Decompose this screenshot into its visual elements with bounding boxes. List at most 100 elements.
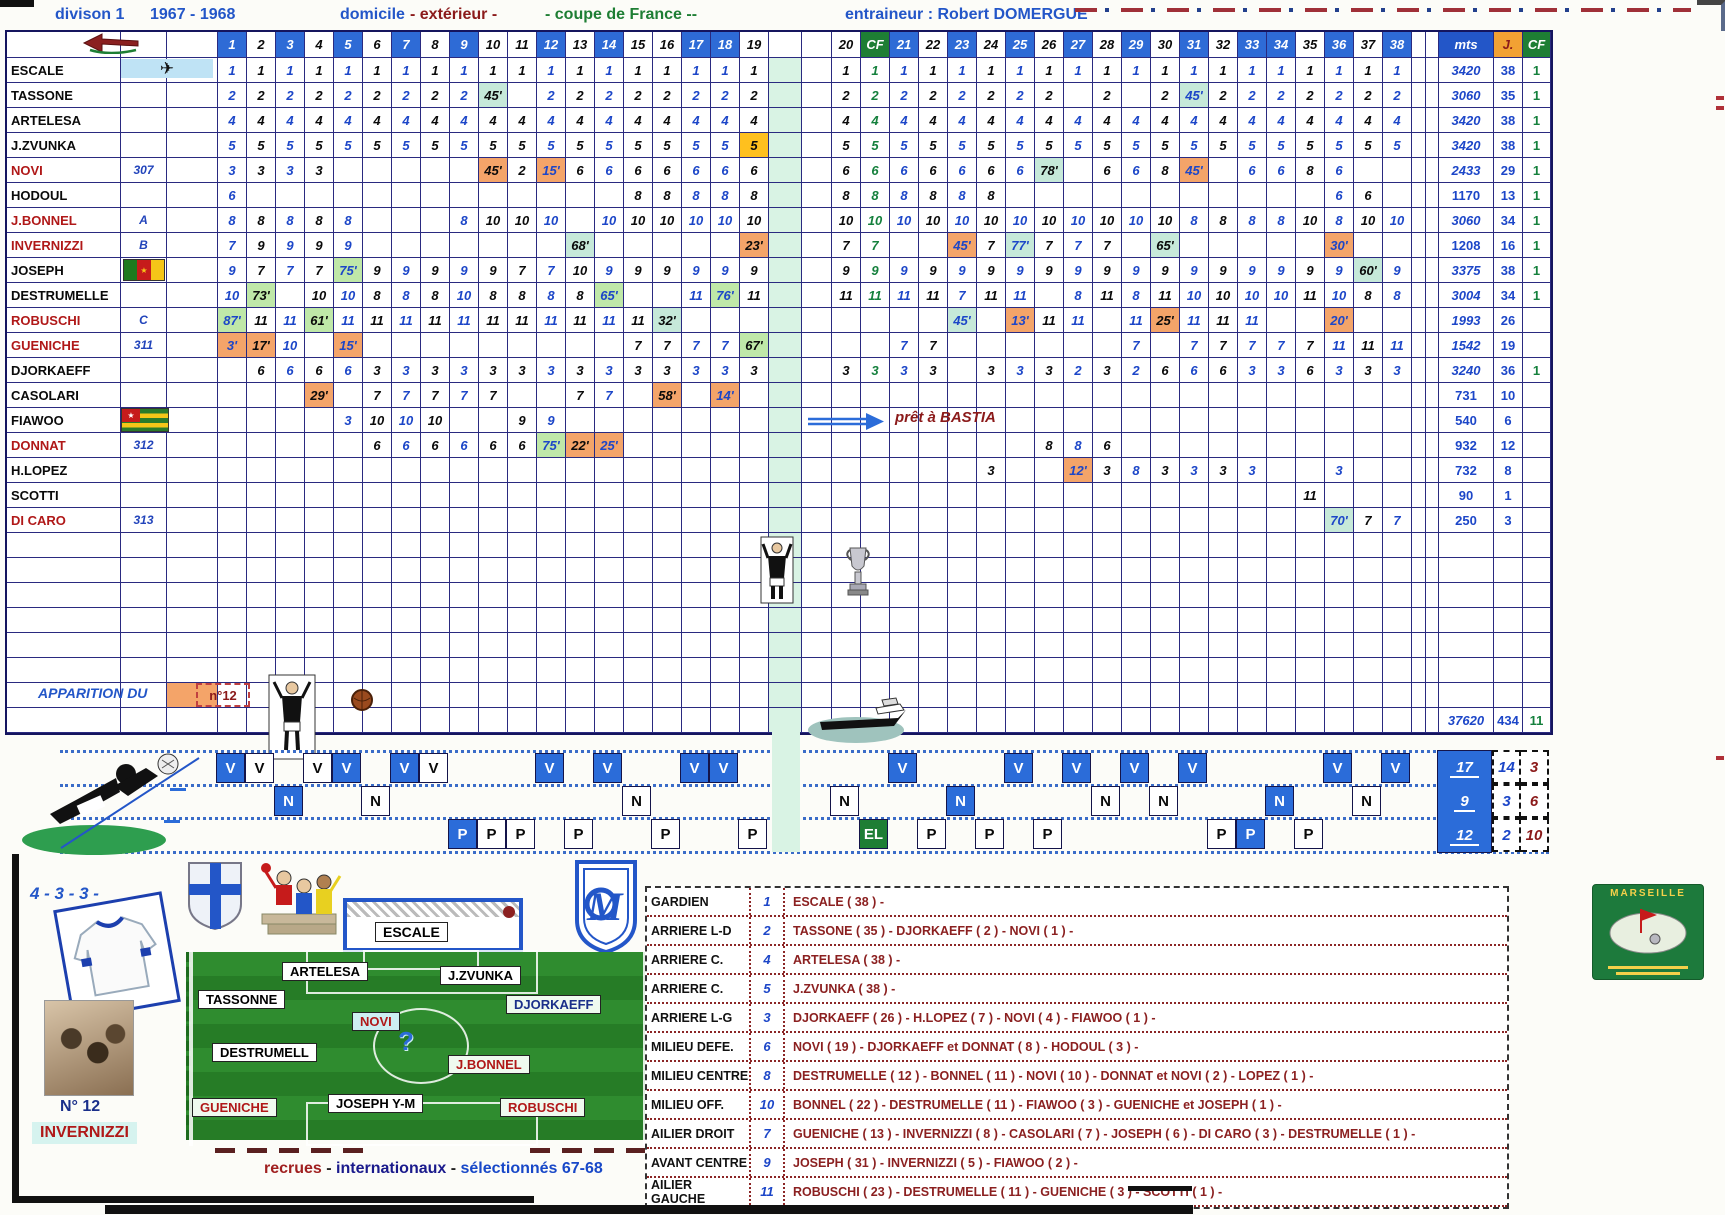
match-cell: 4	[566, 108, 595, 133]
match-cell	[1209, 233, 1238, 258]
grid-cell	[977, 558, 1006, 583]
grid-cell	[682, 558, 711, 583]
match-cell: 1	[1151, 58, 1180, 83]
match-cell: 6	[740, 158, 769, 183]
grid-cell	[740, 708, 769, 733]
grid-cell	[1354, 533, 1383, 558]
grid-cell: 31	[1180, 32, 1209, 58]
grid-cell	[802, 558, 832, 583]
match-cell: 10	[1122, 208, 1151, 233]
grid-cell	[167, 633, 218, 658]
minutes-cell: 1993	[1439, 308, 1494, 333]
grid-cell: 1	[218, 32, 247, 58]
match-cell: 11	[566, 308, 595, 333]
grid-cell	[1209, 583, 1238, 608]
match-cell: 10	[890, 208, 919, 233]
grid-cell	[1006, 533, 1035, 558]
match-cell	[334, 508, 363, 533]
match-cell: 1	[1122, 58, 1151, 83]
grid-cell	[167, 233, 218, 258]
match-cell: 5	[682, 133, 711, 158]
match-cell: 5	[421, 133, 450, 158]
grid-cell	[1494, 633, 1523, 658]
match-cell	[566, 483, 595, 508]
grid-cell	[802, 32, 832, 58]
match-cell	[566, 508, 595, 533]
grid-cell	[121, 533, 167, 558]
match-cell: 9	[479, 258, 508, 283]
match-cell: 2	[1267, 83, 1296, 108]
result-mark: V	[245, 753, 274, 783]
grid-cell	[1412, 83, 1426, 108]
games-cell: 38	[1494, 58, 1523, 83]
grid-cell	[1151, 658, 1180, 683]
match-cell	[218, 358, 247, 383]
grid-cell	[1064, 608, 1093, 633]
games-cell: 34	[1494, 283, 1523, 308]
match-cell: 2	[1325, 83, 1354, 108]
grid-cell	[595, 608, 624, 633]
grid-cell	[1238, 658, 1267, 683]
cup-cell	[1523, 433, 1551, 458]
match-cell: 1	[363, 58, 392, 83]
corner-mark	[0, 0, 34, 7]
match-cell: 10	[977, 208, 1006, 233]
match-cell: 11	[363, 308, 392, 333]
match-cell: 1	[276, 58, 305, 83]
match-cell: 3	[977, 458, 1006, 483]
player-code	[121, 483, 167, 508]
grid-cell	[247, 558, 276, 583]
grid-cell	[1412, 183, 1426, 208]
grid-cell	[450, 708, 479, 733]
match-cell	[450, 508, 479, 533]
grid-cell: 9	[450, 32, 479, 58]
grid-cell	[1093, 533, 1122, 558]
grid-cell	[977, 533, 1006, 558]
match-cell: 6	[832, 158, 861, 183]
player-name: DONNAT	[7, 433, 121, 458]
player-name: ROBUSCHI	[7, 308, 121, 333]
grid-cell	[1064, 658, 1093, 683]
match-cell: 10	[624, 208, 653, 233]
grid-cell	[861, 658, 890, 683]
grid-cell	[537, 658, 566, 683]
grid-cell	[1209, 658, 1238, 683]
minutes-cell: 3420	[1439, 108, 1494, 133]
match-cell	[711, 308, 740, 333]
match-cell: 4	[1093, 108, 1122, 133]
grid-cell	[1296, 708, 1325, 733]
match-cell: 3	[566, 358, 595, 383]
grid-cell	[363, 533, 392, 558]
grid-cell	[566, 558, 595, 583]
match-cell	[948, 433, 977, 458]
match-cell	[1006, 483, 1035, 508]
player-code	[121, 283, 167, 308]
position-label: ARRIERE C.	[647, 946, 751, 973]
match-cell	[363, 458, 392, 483]
legend-dashes	[530, 1148, 645, 1153]
cup-cell	[1523, 333, 1551, 358]
match-cell: 3	[1325, 458, 1354, 483]
match-cell: 9	[1064, 258, 1093, 283]
match-cell	[450, 233, 479, 258]
match-cell: 13'	[1006, 308, 1035, 333]
grid-cell	[595, 633, 624, 658]
match-cell: 25'	[1151, 308, 1180, 333]
grid-cell	[769, 308, 802, 333]
grid-cell	[1426, 708, 1439, 733]
result-mark: N	[1265, 786, 1294, 816]
match-cell: 2	[421, 83, 450, 108]
match-cell: 8	[363, 283, 392, 308]
match-cell: 7	[890, 333, 919, 358]
grid-cell	[1412, 133, 1426, 158]
match-cell: 6	[1180, 358, 1209, 383]
match-cell	[711, 408, 740, 433]
match-cell: 3	[1238, 358, 1267, 383]
grid-cell	[7, 708, 121, 733]
match-cell: 2	[537, 83, 566, 108]
tick-mark	[164, 820, 180, 823]
grid-cell	[802, 58, 832, 83]
match-cell: 30'	[1325, 233, 1354, 258]
grid-cell	[1122, 533, 1151, 558]
grid-cell	[832, 633, 861, 658]
